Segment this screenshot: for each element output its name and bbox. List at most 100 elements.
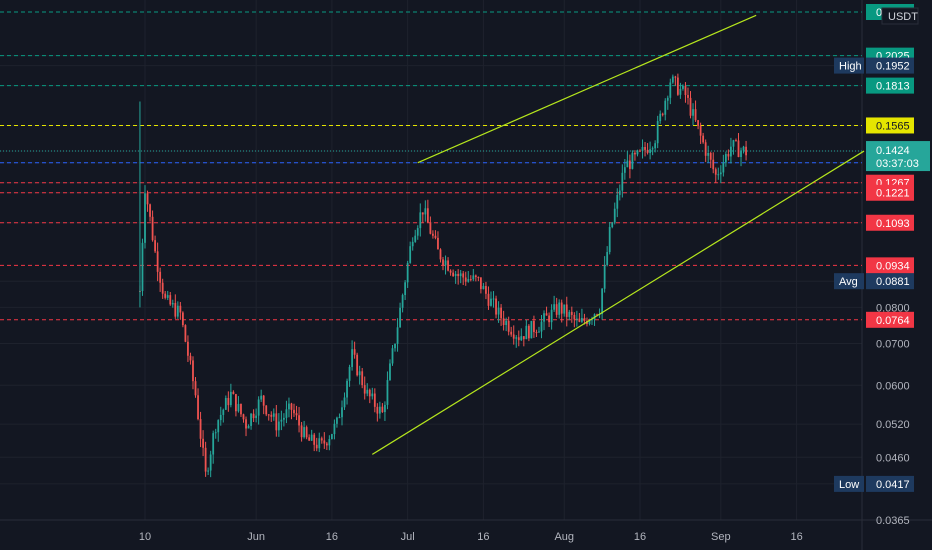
- candle-body: [169, 295, 172, 305]
- candle-body: [545, 313, 548, 316]
- candle-body: [522, 336, 525, 340]
- candle-body: [573, 314, 576, 320]
- candle-body: [166, 295, 169, 298]
- candle-body: [704, 142, 707, 156]
- channel-lines[interactable]: [371, 14, 865, 455]
- candle-body: [277, 421, 280, 431]
- candle-body: [426, 208, 429, 223]
- channel-lower-line[interactable]: [371, 150, 865, 455]
- level-tag-label: 0.1221: [876, 188, 910, 200]
- candle-body: [313, 434, 316, 445]
- candle-body: [469, 279, 472, 281]
- candle-body: [257, 399, 260, 416]
- candle-body: [351, 349, 353, 367]
- candle-body: [575, 318, 578, 320]
- candle-body: [288, 403, 290, 410]
- candle-body: [623, 167, 626, 173]
- candle-body: [371, 393, 374, 397]
- candle-body: [214, 432, 217, 434]
- level-tag-label: 0.0934: [876, 260, 910, 272]
- level-tag-label: 0.0764: [876, 315, 910, 327]
- candle-body: [396, 327, 399, 344]
- avg-stat-value: 0.0881: [876, 276, 910, 288]
- candle-body: [272, 413, 275, 417]
- candle-body: [437, 237, 439, 250]
- candle-body: [454, 273, 457, 277]
- candle-body: [581, 318, 583, 322]
- x-tick-label: Aug: [554, 531, 574, 543]
- candle-body: [495, 298, 497, 315]
- candle-body: [502, 318, 505, 326]
- candle-body: [240, 403, 242, 415]
- candle-body: [197, 395, 199, 420]
- candle-body: [409, 246, 412, 263]
- candle-body: [588, 320, 591, 325]
- candle-body: [717, 174, 720, 176]
- candle-body: [280, 419, 283, 422]
- candle-body: [192, 360, 194, 382]
- candle-body: [732, 140, 735, 147]
- candle-body: [151, 216, 154, 241]
- candle-body: [222, 409, 225, 415]
- candle-body: [303, 427, 306, 438]
- candle-body: [530, 320, 533, 339]
- candle-body: [179, 305, 182, 313]
- candle-body: [333, 423, 336, 435]
- candle-body: [611, 222, 614, 228]
- candle-body: [424, 208, 427, 215]
- candle-body: [639, 150, 641, 152]
- candle-body: [416, 228, 419, 236]
- candle-body: [548, 315, 550, 323]
- candle-body: [348, 366, 351, 381]
- candle-body: [727, 154, 730, 157]
- currency-box: [881, 7, 919, 25]
- candle-body: [373, 393, 376, 407]
- x-axis: 10 Jun 16 Jul 16 Aug 16 Sep 16: [139, 531, 803, 543]
- candle-body: [290, 403, 293, 410]
- candle-body: [267, 414, 270, 416]
- candle-body: [462, 273, 465, 278]
- candle-body: [735, 140, 737, 142]
- level-tag: [866, 214, 914, 231]
- candle-body: [209, 454, 212, 471]
- x-tick-label: 16: [477, 531, 489, 543]
- candle-body: [419, 212, 422, 229]
- candle-body: [318, 438, 321, 449]
- candle-body: [394, 343, 396, 349]
- candle-body: [439, 249, 442, 260]
- candle-body: [570, 311, 573, 315]
- high-stat-value-box: [866, 57, 914, 74]
- candle-body: [449, 270, 452, 273]
- high-stat-name-box: [834, 57, 864, 74]
- candle-body: [358, 371, 361, 376]
- channel-upper-line[interactable]: [417, 14, 757, 164]
- candle-body: [176, 305, 179, 317]
- candle-body: [515, 337, 518, 339]
- candle-body: [699, 125, 702, 136]
- candle-body: [490, 298, 492, 306]
- candle-body: [459, 273, 462, 277]
- candle-body: [141, 242, 144, 292]
- candle-body: [270, 414, 273, 417]
- candle-body: [293, 409, 295, 414]
- candle-body: [207, 470, 210, 472]
- candle-body: [492, 298, 495, 300]
- candle-body: [381, 406, 384, 413]
- candle-body: [742, 146, 745, 151]
- candle-body: [654, 143, 657, 149]
- candle-body: [659, 113, 662, 122]
- level-tag: [866, 311, 914, 328]
- candle-body: [159, 271, 162, 283]
- candle-body: [656, 121, 659, 144]
- candle-body: [429, 222, 432, 234]
- last-price-tag: [866, 141, 930, 172]
- candle-body: [712, 159, 715, 170]
- candle-body: [651, 148, 654, 150]
- candle-body: [328, 439, 331, 446]
- candle-body: [510, 331, 513, 335]
- candle-body: [452, 272, 455, 277]
- candle-body: [235, 394, 237, 412]
- candle-body: [245, 419, 247, 429]
